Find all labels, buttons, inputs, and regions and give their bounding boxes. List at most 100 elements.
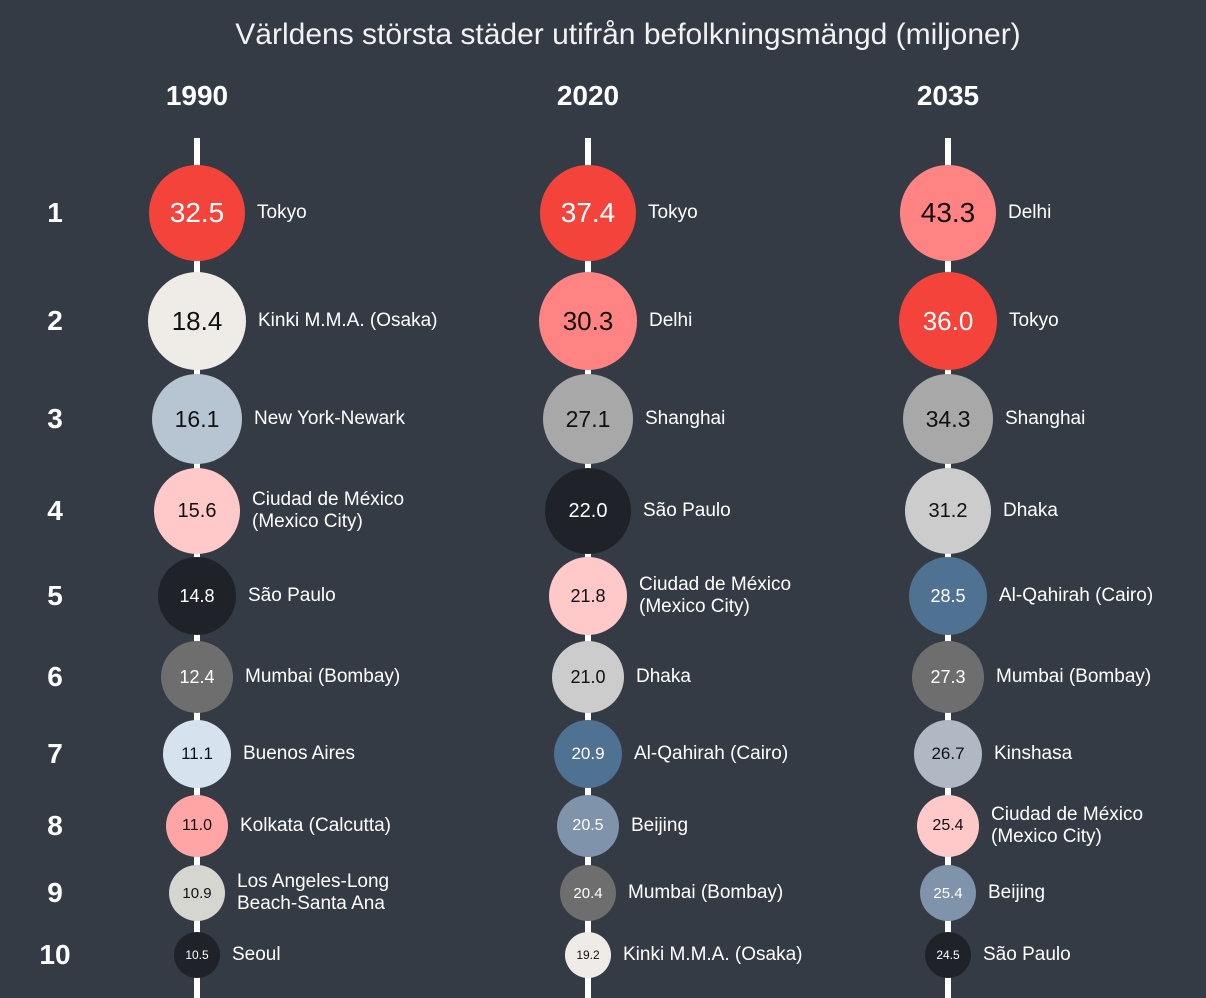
value-label: 11.1 [181, 744, 213, 763]
bubble: 11.0 [166, 795, 228, 857]
column-header: 2020 [556, 80, 620, 111]
bubble: 31.2 [905, 468, 991, 554]
rank-label: 6 [47, 661, 63, 692]
bubble: 22.0 [545, 468, 631, 554]
value-label: 24.5 [936, 948, 960, 962]
bubble: 14.8 [158, 557, 236, 635]
value-label: 32.5 [169, 197, 225, 228]
city-label: Kinki M.M.A. (Osaka) [258, 310, 438, 331]
bubble: 10.5 [174, 932, 220, 978]
value-label: 21.0 [570, 666, 606, 687]
city-label: Beijing [631, 815, 689, 836]
bubble: 27.1 [543, 374, 633, 464]
value-label: 25.4 [932, 817, 964, 834]
city-label: Mumbai (Bombay) [628, 882, 784, 903]
city-label: Tokyo [257, 202, 307, 223]
bubble: 20.5 [557, 795, 619, 857]
bubble: 32.5 [149, 165, 245, 261]
value-label: 15.6 [177, 499, 217, 522]
city-label: Ciudad de México (Mexico City) [252, 489, 405, 532]
city-label: Al-Qahirah (Cairo) [999, 585, 1154, 606]
rank-label: 4 [47, 495, 63, 526]
city-label: Shanghai [645, 408, 726, 429]
bubble: 28.5 [909, 557, 987, 635]
value-label: 22.0 [568, 499, 608, 522]
bubble: 34.3 [903, 374, 993, 464]
bubble: 25.4 [917, 795, 979, 857]
rank-label: 9 [47, 877, 63, 908]
value-label: 19.2 [576, 948, 600, 962]
city-label: São Paulo [248, 585, 336, 606]
value-label: 31.2 [928, 499, 968, 522]
value-label: 37.4 [560, 197, 616, 228]
value-label: 36.0 [922, 305, 974, 336]
value-label: 16.1 [174, 405, 220, 432]
city-label: Dhaka [636, 666, 691, 687]
city-label: Ciudad de México (Mexico City) [991, 804, 1144, 847]
city-label: Ciudad de México (Mexico City) [639, 574, 792, 617]
bubble: 11.1 [163, 720, 231, 788]
rank-label: 8 [47, 810, 63, 841]
value-label: 20.5 [572, 817, 604, 834]
bubble: 20.9 [554, 720, 622, 788]
city-label: São Paulo [983, 944, 1071, 965]
city-label: New York-Newark [254, 408, 405, 429]
city-label: Tokyo [1009, 310, 1059, 331]
value-label: 28.5 [930, 585, 966, 606]
rank-label: 5 [47, 580, 63, 611]
value-label: 14.8 [179, 585, 215, 606]
rank-label: 7 [47, 738, 63, 769]
bubble: 30.3 [539, 272, 637, 370]
city-label: Shanghai [1005, 408, 1086, 429]
value-label: 43.3 [920, 197, 976, 228]
bubble: 18.4 [148, 272, 246, 370]
value-label: 20.9 [571, 744, 605, 763]
bubble: 25.4 [920, 865, 976, 921]
bubble: 19.2 [565, 932, 611, 978]
city-label: Kinshasa [994, 743, 1073, 764]
value-label: 12.4 [179, 666, 215, 687]
bubble: 27.3 [912, 641, 984, 713]
city-label: Tokyo [648, 202, 698, 223]
city-label: Mumbai (Bombay) [996, 666, 1152, 687]
value-label: 11.0 [182, 817, 212, 834]
rank-label: 10 [39, 939, 71, 970]
city-label: Kinki M.M.A. (Osaka) [623, 944, 803, 965]
city-label: Al-Qahirah (Cairo) [634, 743, 789, 764]
bubble: 16.1 [152, 374, 242, 464]
city-label: Dhaka [1003, 500, 1058, 521]
bubble: 37.4 [540, 165, 636, 261]
city-label: Delhi [1008, 202, 1052, 223]
bubble: 21.0 [552, 641, 624, 713]
city-label: São Paulo [643, 500, 731, 521]
rank-label: 3 [47, 403, 63, 434]
bubble: 20.4 [560, 865, 616, 921]
value-label: 27.1 [565, 405, 611, 432]
city-label: Los Angeles-Long Beach-Santa Ana [237, 871, 390, 914]
bubble: 15.6 [154, 468, 240, 554]
city-label: Beijing [988, 882, 1046, 903]
bubble: 10.9 [169, 865, 225, 921]
city-label: Delhi [649, 310, 693, 331]
city-label: Kolkata (Calcutta) [240, 815, 392, 836]
value-label: 10.9 [182, 884, 212, 902]
bubble: 43.3 [900, 165, 996, 261]
rank-label: 1 [47, 197, 63, 228]
bubble: 26.7 [914, 720, 982, 788]
value-label: 18.4 [171, 305, 223, 336]
rank-label: 2 [47, 305, 63, 336]
value-label: 20.4 [573, 884, 603, 902]
column-header: 2035 [916, 80, 980, 111]
city-label: Buenos Aires [243, 743, 355, 764]
bubble: 21.8 [549, 557, 627, 635]
city-label: Seoul [232, 944, 281, 965]
value-label: 25.4 [933, 884, 963, 902]
value-label: 30.3 [562, 305, 614, 336]
value-label: 34.3 [925, 405, 971, 432]
bubble: 12.4 [161, 641, 233, 713]
column-header: 1990 [165, 80, 229, 111]
bubble: 24.5 [925, 932, 971, 978]
chart-title: Världens största städer utifrån befolkni… [235, 18, 1021, 51]
city-label: Mumbai (Bombay) [245, 666, 401, 687]
